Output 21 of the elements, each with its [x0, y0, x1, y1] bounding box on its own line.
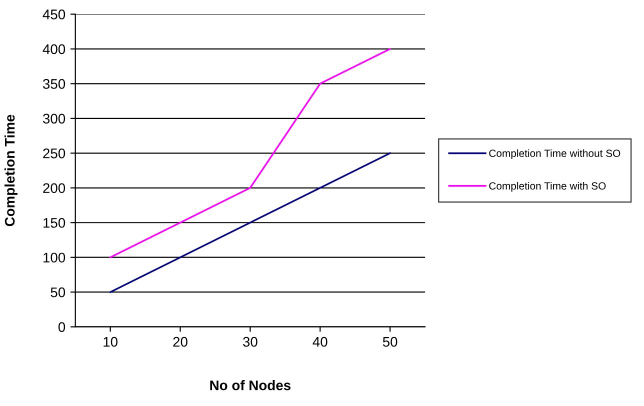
y-tick-label: 100 — [44, 252, 66, 263]
x-axis-title: No of Nodes — [210, 380, 291, 390]
line-series — [109, 48, 391, 258]
x-tick-label: 10 — [104, 336, 118, 347]
y-tick-label: 300 — [42, 114, 66, 124]
x-tick-label: 30 — [243, 336, 258, 347]
y-tick-label: 350 — [42, 79, 66, 89]
x-tick-label: 20 — [173, 336, 188, 347]
y-tick-label: 200 — [43, 183, 66, 194]
y-tick-label: 50 — [50, 287, 66, 298]
line-series — [109, 152, 391, 293]
legend-label: Completion Time with SO — [489, 182, 606, 192]
y-tick-label: 0 — [58, 322, 66, 332]
y-tick-label: 400 — [42, 44, 66, 54]
legend-label: Completion Time without SO — [489, 149, 620, 160]
y-axis-title: Completion Time — [4, 114, 18, 226]
y-tick-label: 450 — [42, 10, 66, 20]
x-tick-label: 40 — [312, 336, 328, 347]
x-tick-label: 50 — [382, 336, 398, 347]
y-tick-label: 250 — [43, 148, 66, 158]
y-tick-label: 150 — [44, 218, 66, 228]
